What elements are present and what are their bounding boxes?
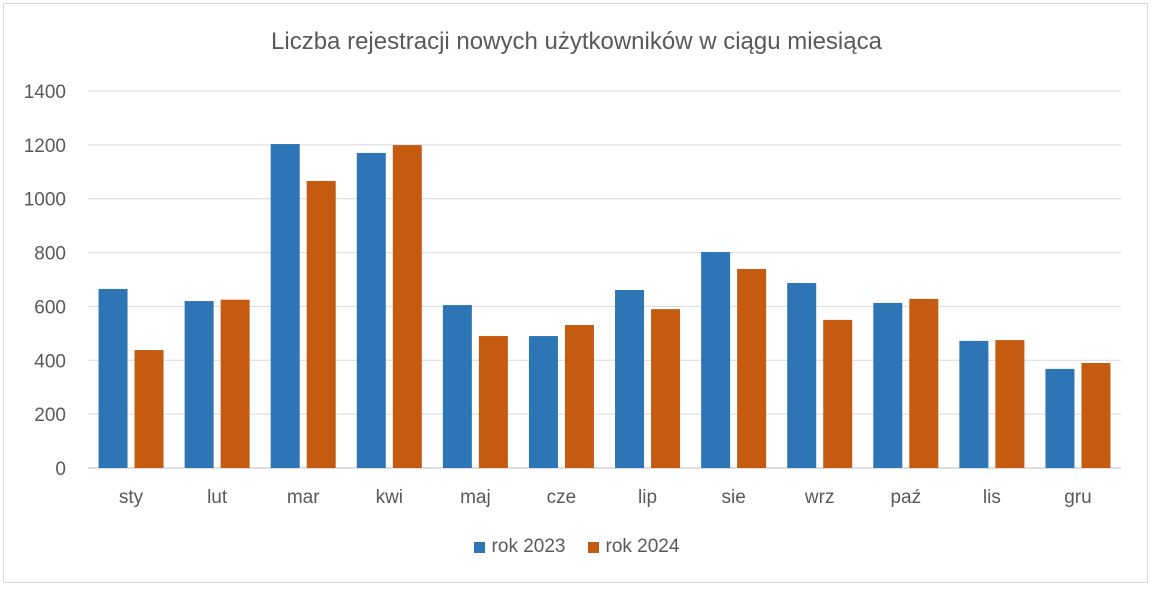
bar-rok-2023-lis — [959, 340, 989, 468]
x-tick-label: wrz — [804, 487, 835, 508]
x-tick-label: sie — [721, 487, 745, 508]
y-tick-label: 1000 — [24, 190, 66, 211]
bar-rok-2023-lip — [615, 290, 645, 468]
y-tick-label: 1400 — [24, 82, 66, 103]
chart-title: Liczba rejestracji nowych użytkowników w… — [271, 28, 882, 55]
x-tick-label: gru — [1064, 487, 1091, 508]
bar-rok-2024-kwi — [392, 145, 422, 468]
y-tick-label: 800 — [34, 244, 66, 265]
bar-rok-2023-lut — [184, 301, 214, 468]
x-tick-label: sty — [119, 487, 144, 508]
x-tick-label: lut — [207, 487, 228, 508]
x-tick-label: mar — [287, 487, 320, 508]
bar-rok-2023-gru — [1045, 368, 1075, 468]
x-tick-label: paź — [890, 487, 921, 508]
y-tick-label: 200 — [34, 405, 66, 426]
legend-label: rok 2024 — [605, 536, 680, 557]
bar-rok-2023-kwi — [356, 152, 386, 468]
bar-rok-2024-mar — [306, 180, 336, 469]
bar-rok-2024-lis — [995, 340, 1025, 468]
bar-rok-2024-maj — [478, 336, 508, 468]
legend-swatch — [587, 541, 599, 553]
bar-rok-2024-wrz — [823, 319, 853, 468]
bar-rok-2024-lut — [220, 299, 250, 468]
bar-rok-2023-mar — [270, 144, 300, 468]
x-tick-label: cze — [547, 487, 577, 508]
bar-rok-2023-wrz — [787, 283, 817, 468]
y-tick-label: 1200 — [24, 136, 66, 157]
legend-label: rok 2023 — [491, 536, 566, 557]
chart-frame — [3, 3, 1148, 583]
bar-rok-2024-lip — [651, 309, 681, 468]
bar-rok-2024-sty — [134, 350, 164, 468]
y-tick-label: 400 — [34, 351, 66, 372]
bar-rok-2023-sie — [701, 252, 731, 468]
y-tick-label: 0 — [55, 459, 66, 480]
legend: rok 2023 rok 2024 — [0, 536, 1153, 558]
legend-item: rok 2023 — [473, 536, 566, 558]
bar-rok-2023-maj — [442, 305, 472, 468]
x-tick-label: lis — [983, 487, 1001, 508]
x-tick-label: maj — [460, 487, 491, 508]
legend-swatch — [473, 541, 485, 553]
bar-rok-2024-paź — [909, 298, 939, 468]
legend-item: rok 2024 — [587, 536, 680, 558]
bar-rok-2023-cze — [528, 336, 558, 468]
bar-rok-2023-paź — [873, 302, 903, 468]
y-tick-label: 600 — [34, 297, 66, 318]
bar-rok-2024-sie — [737, 268, 767, 468]
x-tick-label: kwi — [376, 487, 403, 508]
bar-rok-2024-cze — [564, 325, 594, 468]
bar-rok-2024-gru — [1081, 362, 1111, 468]
x-tick-label: lip — [638, 487, 657, 508]
bar-rok-2023-sty — [98, 288, 128, 468]
